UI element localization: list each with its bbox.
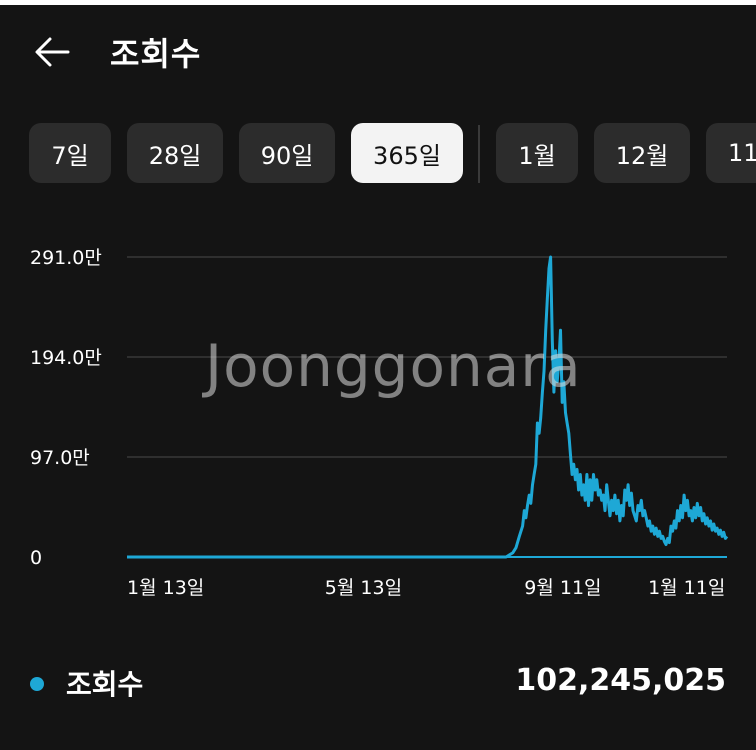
period-filter-bar: 7일 28일 90일 365일 1월 12월 11	[0, 123, 756, 183]
filter-chip-365-days[interactable]: 365일	[351, 123, 463, 183]
views-series-line	[127, 255, 729, 559]
y-tick-label: 194.0만	[30, 347, 102, 369]
filter-chip-january[interactable]: 1월	[496, 123, 578, 183]
filter-chip-december[interactable]: 12월	[594, 123, 690, 183]
x-tick-label: 1월 11일	[648, 577, 725, 599]
legend-dot-icon	[30, 677, 44, 691]
legend-label: 조회수	[66, 668, 144, 701]
filter-divider	[478, 125, 480, 183]
header: 조회수	[0, 5, 756, 100]
filter-chip-90-days[interactable]: 90일	[239, 123, 335, 183]
y-axis-ticks: 291.0만 194.0만 97.0만 0	[30, 247, 102, 569]
y-tick-label: 291.0만	[30, 247, 102, 269]
status-strip	[0, 0, 756, 5]
views-chart: 291.0만 194.0만 97.0만 0 1월 13일 5월 13일 9월 11일 1월 …	[0, 200, 756, 620]
y-tick-label: 97.0만	[30, 447, 90, 469]
filter-chip-november[interactable]: 11	[706, 123, 756, 183]
legend: 조회수 102,245,025	[0, 655, 756, 715]
x-axis-ticks: 1월 13일 5월 13일 9월 11일 1월 11일	[127, 577, 725, 599]
page-title: 조회수	[110, 35, 202, 73]
x-tick-label: 9월 11일	[524, 577, 601, 599]
x-tick-label: 5월 13일	[325, 577, 402, 599]
arrow-left-icon	[35, 37, 70, 67]
y-tick-label: 0	[30, 547, 42, 569]
filter-chip-7-days[interactable]: 7일	[29, 123, 111, 183]
x-tick-label: 1월 13일	[127, 577, 204, 599]
total-views-value: 102,245,025	[515, 663, 726, 698]
filter-chip-28-days[interactable]: 28일	[127, 123, 223, 183]
back-button[interactable]	[28, 27, 78, 77]
